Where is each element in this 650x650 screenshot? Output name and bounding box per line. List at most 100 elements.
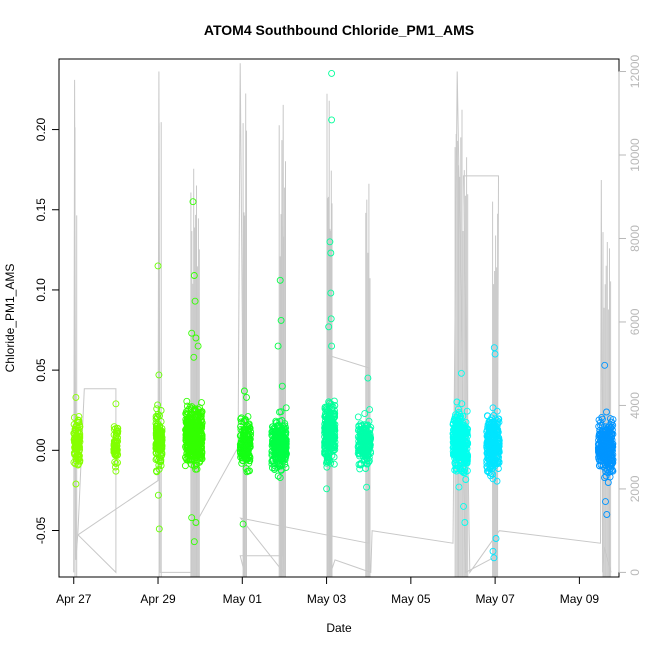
scatter-point <box>458 400 466 408</box>
scatter-point <box>271 437 279 445</box>
scatter-point <box>157 407 165 414</box>
scatter-point <box>326 448 334 456</box>
scatter-outlier <box>327 289 335 297</box>
scatter-point <box>184 421 192 429</box>
scatter-point <box>113 448 121 456</box>
scatter-point <box>455 483 463 491</box>
scatter-point <box>282 404 290 412</box>
scatter-point <box>183 450 191 458</box>
scatter-point <box>459 412 467 420</box>
scatter-outlier <box>239 520 247 528</box>
scatter-point <box>325 450 333 458</box>
scatter-point <box>493 460 501 468</box>
scatter-point <box>485 438 493 445</box>
scatter-point <box>73 418 81 426</box>
scatter-point <box>191 422 199 430</box>
scatter-point <box>361 447 369 455</box>
scatter-point <box>323 463 331 471</box>
scatter-point <box>193 456 201 464</box>
scatter-outlier <box>490 344 498 352</box>
scatter-point <box>595 431 603 439</box>
scatter-point <box>114 424 122 432</box>
plot-frame <box>58 58 620 578</box>
scatter-point <box>245 443 253 451</box>
scatter-outlier <box>363 483 371 491</box>
scatter-point <box>366 425 374 433</box>
scatter-point <box>451 451 459 459</box>
scatter-point <box>601 474 608 482</box>
scatter-outlier <box>491 350 499 358</box>
y-tick-label: 0.00 <box>34 438 48 462</box>
scatter-outlier <box>192 519 200 526</box>
scatter-outlier <box>327 249 335 257</box>
scatter-point <box>152 456 160 464</box>
scatter-point <box>245 427 252 435</box>
scatter-point <box>153 405 161 413</box>
right-tick-label: 2000 <box>628 475 642 502</box>
scatter-point <box>357 448 365 456</box>
scatter-point <box>276 417 284 425</box>
scatter-point <box>189 436 197 444</box>
scatter-outlier <box>72 480 80 488</box>
scatter-point <box>323 458 331 466</box>
scatter-point <box>606 465 614 473</box>
scatter-point <box>268 460 276 468</box>
scatter-point <box>325 419 333 427</box>
scatter-point <box>194 452 201 460</box>
scatter-point <box>183 440 191 448</box>
y-tick-label: 0.15 <box>34 198 48 222</box>
scatter-outlier <box>240 387 248 395</box>
scatter-outlier <box>188 329 196 337</box>
scatter-point <box>329 419 337 427</box>
scatter-point <box>485 469 493 476</box>
scatter-point <box>321 420 329 428</box>
scatter-point <box>455 410 463 418</box>
scatter-point <box>462 476 470 483</box>
scatter-point <box>245 423 253 431</box>
scatter-point <box>489 418 497 426</box>
scatter-point <box>70 458 78 466</box>
scatter-point <box>323 454 331 462</box>
scatter-outlier <box>72 393 80 401</box>
scatter-point <box>608 457 616 465</box>
x-axis-label: Date <box>326 621 352 635</box>
y-axis-label: Chloride_PM1_AMS <box>3 264 17 373</box>
scatter-point <box>157 462 165 469</box>
x-tick-label: May 03 <box>307 592 347 606</box>
scatter-outlier <box>189 198 197 206</box>
scatter-point <box>463 407 471 415</box>
scatter-point <box>453 465 460 473</box>
scatter-point <box>604 437 612 445</box>
scatter-outlier <box>364 374 372 382</box>
scatter-point <box>608 423 616 431</box>
x-tick-label: Apr 27 <box>56 592 92 606</box>
scatter-outlier <box>601 361 609 369</box>
scatter-point <box>493 477 501 485</box>
scatter-point <box>458 467 466 475</box>
scatter-point <box>156 431 164 439</box>
scatter-point <box>268 464 276 472</box>
scatter-point <box>277 456 285 463</box>
scatter-point <box>493 407 501 415</box>
scatter-point <box>188 445 196 453</box>
x-tick-label: Apr 29 <box>140 592 176 606</box>
scatter-point <box>74 434 82 442</box>
scatter-point <box>241 439 249 447</box>
scatter-point <box>325 399 333 407</box>
scatter-point <box>158 450 166 458</box>
scatter-outlier <box>188 514 196 522</box>
scatter-point <box>366 432 374 440</box>
scatter-point <box>361 410 369 418</box>
scatter-point <box>362 425 370 433</box>
scatter-point <box>595 453 603 461</box>
scatter-point <box>238 418 245 426</box>
scatter-point <box>324 431 332 438</box>
scatter-outlier <box>155 371 163 379</box>
scatter-point <box>462 418 470 426</box>
scatter-outlier <box>190 353 198 361</box>
scatter-point <box>154 401 162 409</box>
scatter-point <box>111 458 119 466</box>
scatter-point <box>277 408 285 416</box>
scatter-point <box>329 446 337 454</box>
scatter-point <box>601 449 609 457</box>
